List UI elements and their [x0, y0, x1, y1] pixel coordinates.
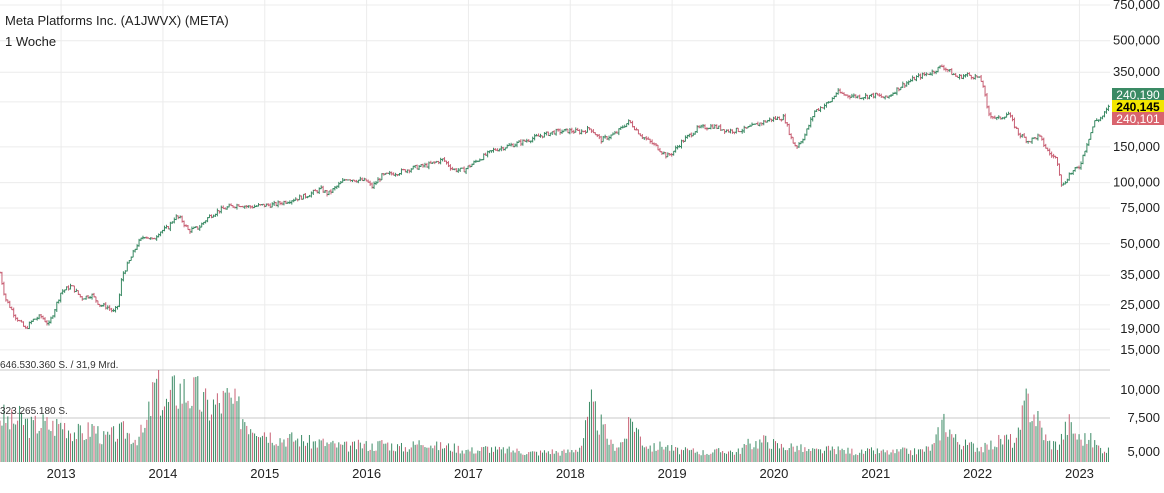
y-tick-label: 15,000 — [1120, 342, 1160, 357]
volume-y-tick-label: 7,500 — [1127, 410, 1160, 425]
y-tick-label: 750,000 — [1113, 0, 1160, 12]
x-tick-label: 2016 — [352, 466, 381, 481]
price-badge-low-bg — [1112, 112, 1164, 125]
x-tick-label: 2021 — [861, 466, 890, 481]
y-tick-label: 50,000 — [1120, 236, 1160, 251]
y-tick-label: 150,000 — [1113, 139, 1160, 154]
volume-y-tick-label: 5,000 — [1127, 444, 1160, 459]
price-badge-low: 240,101 — [1116, 112, 1160, 126]
price-badge-last: 240,145 — [1116, 100, 1160, 114]
price-badge-high: 240,190 — [1116, 88, 1160, 102]
x-tick-label: 2017 — [454, 466, 483, 481]
chart-header: Meta Platforms Inc. (A1JWVX) (META) 1 Wo… — [5, 12, 229, 50]
x-tick-label: 2014 — [148, 466, 177, 481]
price-badge-last-bg — [1112, 100, 1164, 113]
price-badge-high-bg — [1112, 88, 1164, 101]
chart-title: Meta Platforms Inc. (A1JWVX) (META) — [5, 13, 229, 28]
x-tick-label: 2018 — [556, 466, 585, 481]
y-tick-label: 500,000 — [1113, 33, 1160, 48]
y-tick-label: 350,000 — [1113, 64, 1160, 79]
y-tick-label: 100,000 — [1113, 175, 1160, 190]
x-tick-label: 2015 — [250, 466, 279, 481]
x-tick-label: 2020 — [759, 466, 788, 481]
y-tick-label: 35,000 — [1120, 267, 1160, 282]
x-tick-label: 2013 — [47, 466, 76, 481]
y-tick-label: 19,000 — [1120, 321, 1160, 336]
volume-max-label: 646.530.360 S. / 31,9 Mrd. — [0, 360, 119, 371]
chart-interval: 1 Woche — [5, 34, 57, 49]
x-tick-label: 2022 — [963, 466, 992, 481]
volume-mid-label: 323.265.180 S. — [0, 406, 68, 417]
x-tick-label: 2019 — [658, 466, 687, 481]
x-tick-label: 2023 — [1065, 466, 1094, 481]
y-tick-label: 25,000 — [1120, 297, 1160, 312]
y-tick-label: 75,000 — [1120, 200, 1160, 215]
volume-y-tick-label: 10,000 — [1120, 382, 1160, 397]
